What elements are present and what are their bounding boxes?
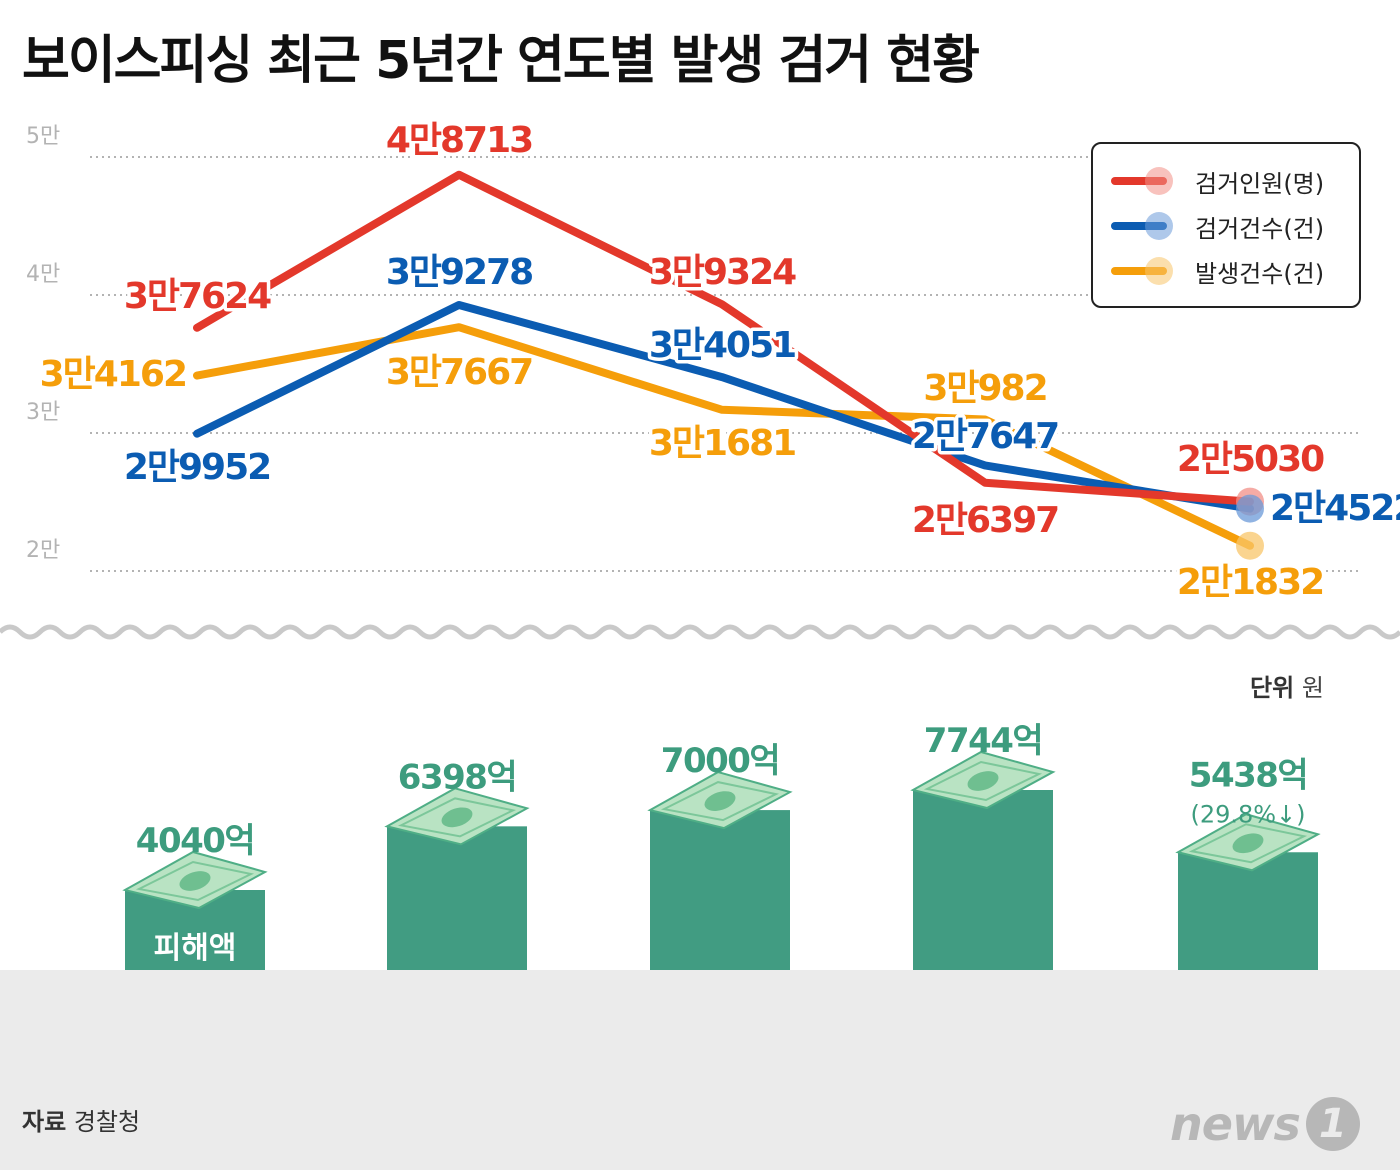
banknote-emblem [179, 871, 211, 891]
y-tick-label: 4만 [26, 262, 60, 287]
damage-bar [1178, 852, 1318, 970]
axis-break-wave [0, 624, 1400, 640]
data-label: 2만1832 [1177, 562, 1323, 603]
data-label: 3만7624 [124, 276, 271, 317]
y-tick-label: 5만 [26, 124, 60, 149]
page-title: 보이스피싱 최근 5년간 연도별 발생 검거 현황 [22, 31, 980, 91]
legend-dot [1145, 212, 1173, 240]
data-label: 2만5030 [1177, 439, 1324, 480]
banknote-border [397, 797, 517, 838]
banknote-emblem [1232, 833, 1264, 854]
data-label: 4만8713 [386, 120, 532, 161]
damage-bar [913, 790, 1053, 970]
data-label: 3만9278 [386, 252, 532, 293]
legend-item-arrested-people: 검거인원(명) [1111, 161, 1324, 201]
damage-bar [387, 826, 527, 970]
legend-item-arrest-cases: 검거건수(건) [1111, 206, 1324, 246]
banknote-emblem [704, 791, 736, 811]
legend-swatch-blue [1111, 212, 1173, 240]
data-label: 2만7647 [912, 416, 1058, 457]
bar-value-label: 4040억 [136, 821, 254, 861]
source-key: 자료 [22, 1108, 67, 1136]
bar-value-label: 5438억 [1189, 755, 1307, 795]
label-layer: 3만7624 4만8713 3만9324 2만6397 2만5030 2만9952 3만92… [36, 117, 1400, 607]
banknote-emblem [967, 771, 999, 791]
logo-text: news [1170, 1097, 1301, 1151]
logo-badge: 1 [1305, 1097, 1360, 1151]
footer-band [0, 970, 1400, 1170]
bar-value-label: 6398억 [398, 757, 516, 797]
data-label: 3만982 [923, 368, 1046, 409]
series-line [193, 300, 1254, 513]
data-label: 2만6397 [912, 500, 1058, 541]
legend-dot [1145, 167, 1173, 195]
end-point-marker [1236, 531, 1264, 560]
line-layer [193, 170, 1264, 560]
grid-layer: 5만 4만 3만 2만 [26, 124, 1362, 572]
damage-bar [650, 810, 790, 970]
bar-value-label: 7744억 [924, 721, 1042, 761]
change-note: (29.8%↓) [1190, 800, 1305, 828]
legend-item-occurrence-cases: 발생건수(건) [1111, 251, 1324, 291]
legend-label: 검거인원(명) [1195, 169, 1325, 198]
data-label: 3만4162 [40, 354, 186, 395]
legend-label: 발생건수(건) [1195, 259, 1325, 288]
bar-series-name: 피해액 [154, 931, 237, 966]
data-label: 3만9324 [649, 252, 796, 293]
banknote-border [135, 860, 255, 902]
y-tick-label: 3만 [26, 400, 60, 425]
bar-layer: 4040억20186398억20197000억20227744억20215438… [122, 721, 1321, 1027]
banknote-border [1188, 823, 1308, 864]
banknote-border [660, 781, 780, 822]
series-line [193, 323, 1254, 550]
end-point-marker [1236, 494, 1264, 523]
legend-swatch-red [1111, 167, 1173, 195]
source-credit: 자료 경찰청 [22, 1102, 140, 1137]
banknote-emblem [441, 807, 473, 828]
data-label: 3만7667 [386, 352, 532, 393]
bar-value-label: 7000억 [661, 741, 779, 781]
data-label: 3만4051 [649, 325, 795, 366]
y-tick-label: 2만 [26, 538, 60, 563]
unit-key: 단위 [1250, 674, 1295, 702]
banknote-border [923, 760, 1043, 802]
chart-legend: 검거인원(명) 검거건수(건) 발생건수(건) [1091, 142, 1361, 308]
series-line [193, 170, 1254, 506]
legend-dot [1145, 257, 1173, 285]
unit-value: 원 [1301, 674, 1324, 702]
data-label: 2만4522 [1270, 488, 1400, 529]
legend-swatch-orange [1111, 257, 1173, 285]
unit-label: 단위 원 [1250, 668, 1324, 703]
legend-label: 검거건수(건) [1195, 214, 1325, 243]
news1-logo: news 1 [1170, 1094, 1360, 1154]
data-label: 3만1681 [649, 423, 795, 464]
data-label: 2만9952 [124, 447, 270, 488]
source-value: 경찰청 [73, 1108, 141, 1136]
